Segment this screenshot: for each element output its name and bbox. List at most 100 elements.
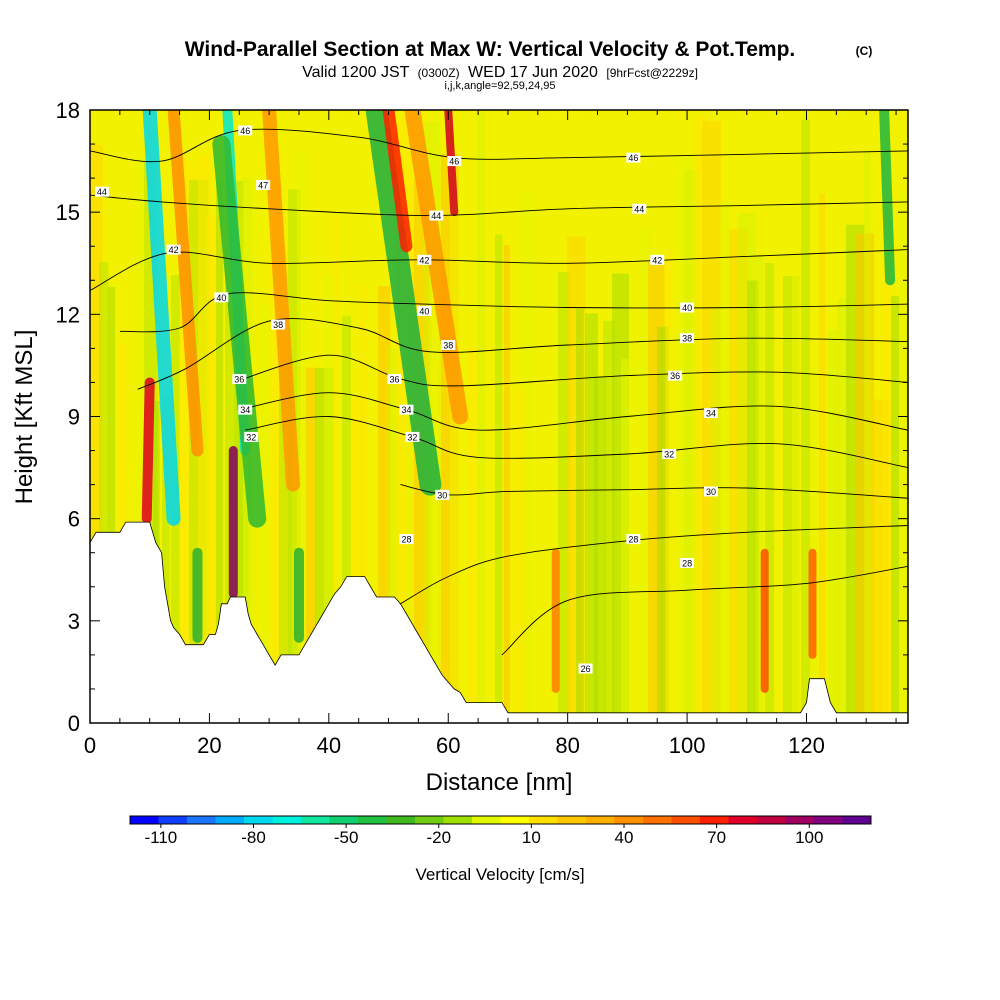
field-band (162, 396, 170, 713)
field-band (468, 347, 478, 713)
contour-label-text: 30 (437, 490, 447, 500)
colorbar-tick-label: 10 (522, 828, 541, 847)
x-tick-label: 20 (197, 733, 221, 758)
theta-contour-40 (119, 292, 908, 333)
contour-label-bg (680, 557, 695, 568)
contour-label-text: 42 (652, 255, 662, 265)
contour-label: 42 (166, 244, 181, 255)
field-band (108, 286, 116, 713)
x-tick-label: 80 (555, 733, 579, 758)
colorbar-swatch (272, 816, 302, 824)
contour-label-bg (578, 663, 593, 674)
colorbar-swatch (329, 816, 359, 824)
field-band (216, 181, 224, 713)
terrain-mask (90, 522, 908, 723)
contour-label: 44 (632, 203, 647, 214)
colorbar-swatch (557, 816, 587, 824)
contour-label-bg (405, 431, 420, 442)
contour-label: 40 (680, 302, 695, 313)
contour-label-bg (632, 203, 647, 214)
contour-label-text: 32 (664, 449, 674, 459)
contour-label: 32 (244, 431, 259, 442)
field-band (801, 119, 811, 713)
contour-label-text: 34 (706, 409, 716, 419)
field-band (531, 374, 542, 713)
colorbar-swatch (671, 816, 701, 824)
field-band (549, 290, 560, 713)
contour-label-bg (256, 179, 271, 190)
contour-label-text: 38 (443, 340, 453, 350)
contour-label: 36 (668, 370, 683, 381)
field-band (864, 150, 872, 713)
contour-label: 32 (405, 431, 420, 442)
field-band (360, 285, 367, 713)
colorbar-swatch (244, 816, 273, 824)
contour-label-text: 46 (449, 157, 459, 167)
y-tick-label: 12 (56, 302, 80, 327)
field-band (603, 320, 615, 713)
y-tick-label: 3 (68, 609, 80, 634)
colorbar-tick-label: 70 (707, 828, 726, 847)
contour-label-text: 47 (258, 180, 268, 190)
contour-label-bg (447, 156, 462, 167)
contour-label: 36 (387, 374, 402, 385)
velocity-field (90, 110, 908, 713)
contour-label-bg (232, 374, 247, 385)
plot-area: 44 46 47 42 40 38 36 34 32 46 44 42 40 38 36 34 32 30 28 46… (90, 110, 908, 723)
contour-label: 36 (232, 374, 247, 385)
colorbar-swatch (158, 816, 188, 824)
contour-label: 40 (214, 292, 229, 303)
field-streak (382, 110, 413, 253)
contour-label: 34 (238, 404, 253, 415)
contour-label-text: 32 (407, 432, 417, 442)
theta-contour-46 (90, 128, 908, 163)
theta-contour-26 (501, 565, 908, 656)
contour-label: 42 (417, 254, 432, 265)
y-tick-label: 15 (56, 200, 80, 225)
field-band (576, 308, 584, 713)
contour-label-text: 38 (273, 320, 283, 330)
contour-label: 34 (703, 408, 718, 419)
contour-label: 38 (441, 339, 456, 350)
contour-label: 44 (429, 210, 444, 221)
colorbar-label: Vertical Velocity [cm/s] (415, 865, 584, 884)
contour-label-text: 34 (401, 405, 411, 415)
contour-label-bg (387, 374, 402, 385)
theta-contour-36 (233, 354, 908, 387)
colorbar-swatch (187, 816, 216, 824)
field-band (882, 206, 892, 713)
y-axis-label: Height [Kft MSL] (11, 330, 38, 505)
field-band (810, 365, 818, 713)
colorbar-tick-label: -20 (426, 828, 451, 847)
colorbar-tick-label: 100 (795, 828, 823, 847)
field-band (504, 245, 511, 713)
colorbar-swatch (586, 816, 615, 824)
contour-label-text: 40 (682, 303, 692, 313)
field-band (774, 128, 785, 713)
contour-label-text: 32 (246, 432, 256, 442)
field-band (756, 255, 764, 713)
field-streak (167, 110, 204, 457)
contour-label-bg (650, 254, 665, 265)
contour-label-text: 34 (240, 405, 250, 415)
contour-label-bg (703, 408, 718, 419)
colorbar-swatch (130, 816, 159, 824)
colorbar-swatch (785, 816, 815, 824)
theta-contour-44 (90, 194, 908, 217)
colorbar-swatch (814, 816, 843, 824)
terrain-outline (90, 521, 908, 714)
contour-label-text: 36 (390, 375, 400, 385)
colorbar-tick-label: -80 (241, 828, 266, 847)
contour-label-bg (417, 254, 432, 265)
contour-label-text: 46 (628, 153, 638, 163)
field-band (828, 329, 839, 713)
field-band (720, 201, 730, 713)
contour-label: 26 (578, 663, 593, 674)
contour-label-bg (626, 152, 641, 163)
field-band (900, 192, 908, 713)
colorbar (129, 815, 872, 825)
contour-label: 38 (271, 319, 286, 330)
contour-label-bg (94, 186, 109, 197)
field-streak (365, 110, 442, 496)
